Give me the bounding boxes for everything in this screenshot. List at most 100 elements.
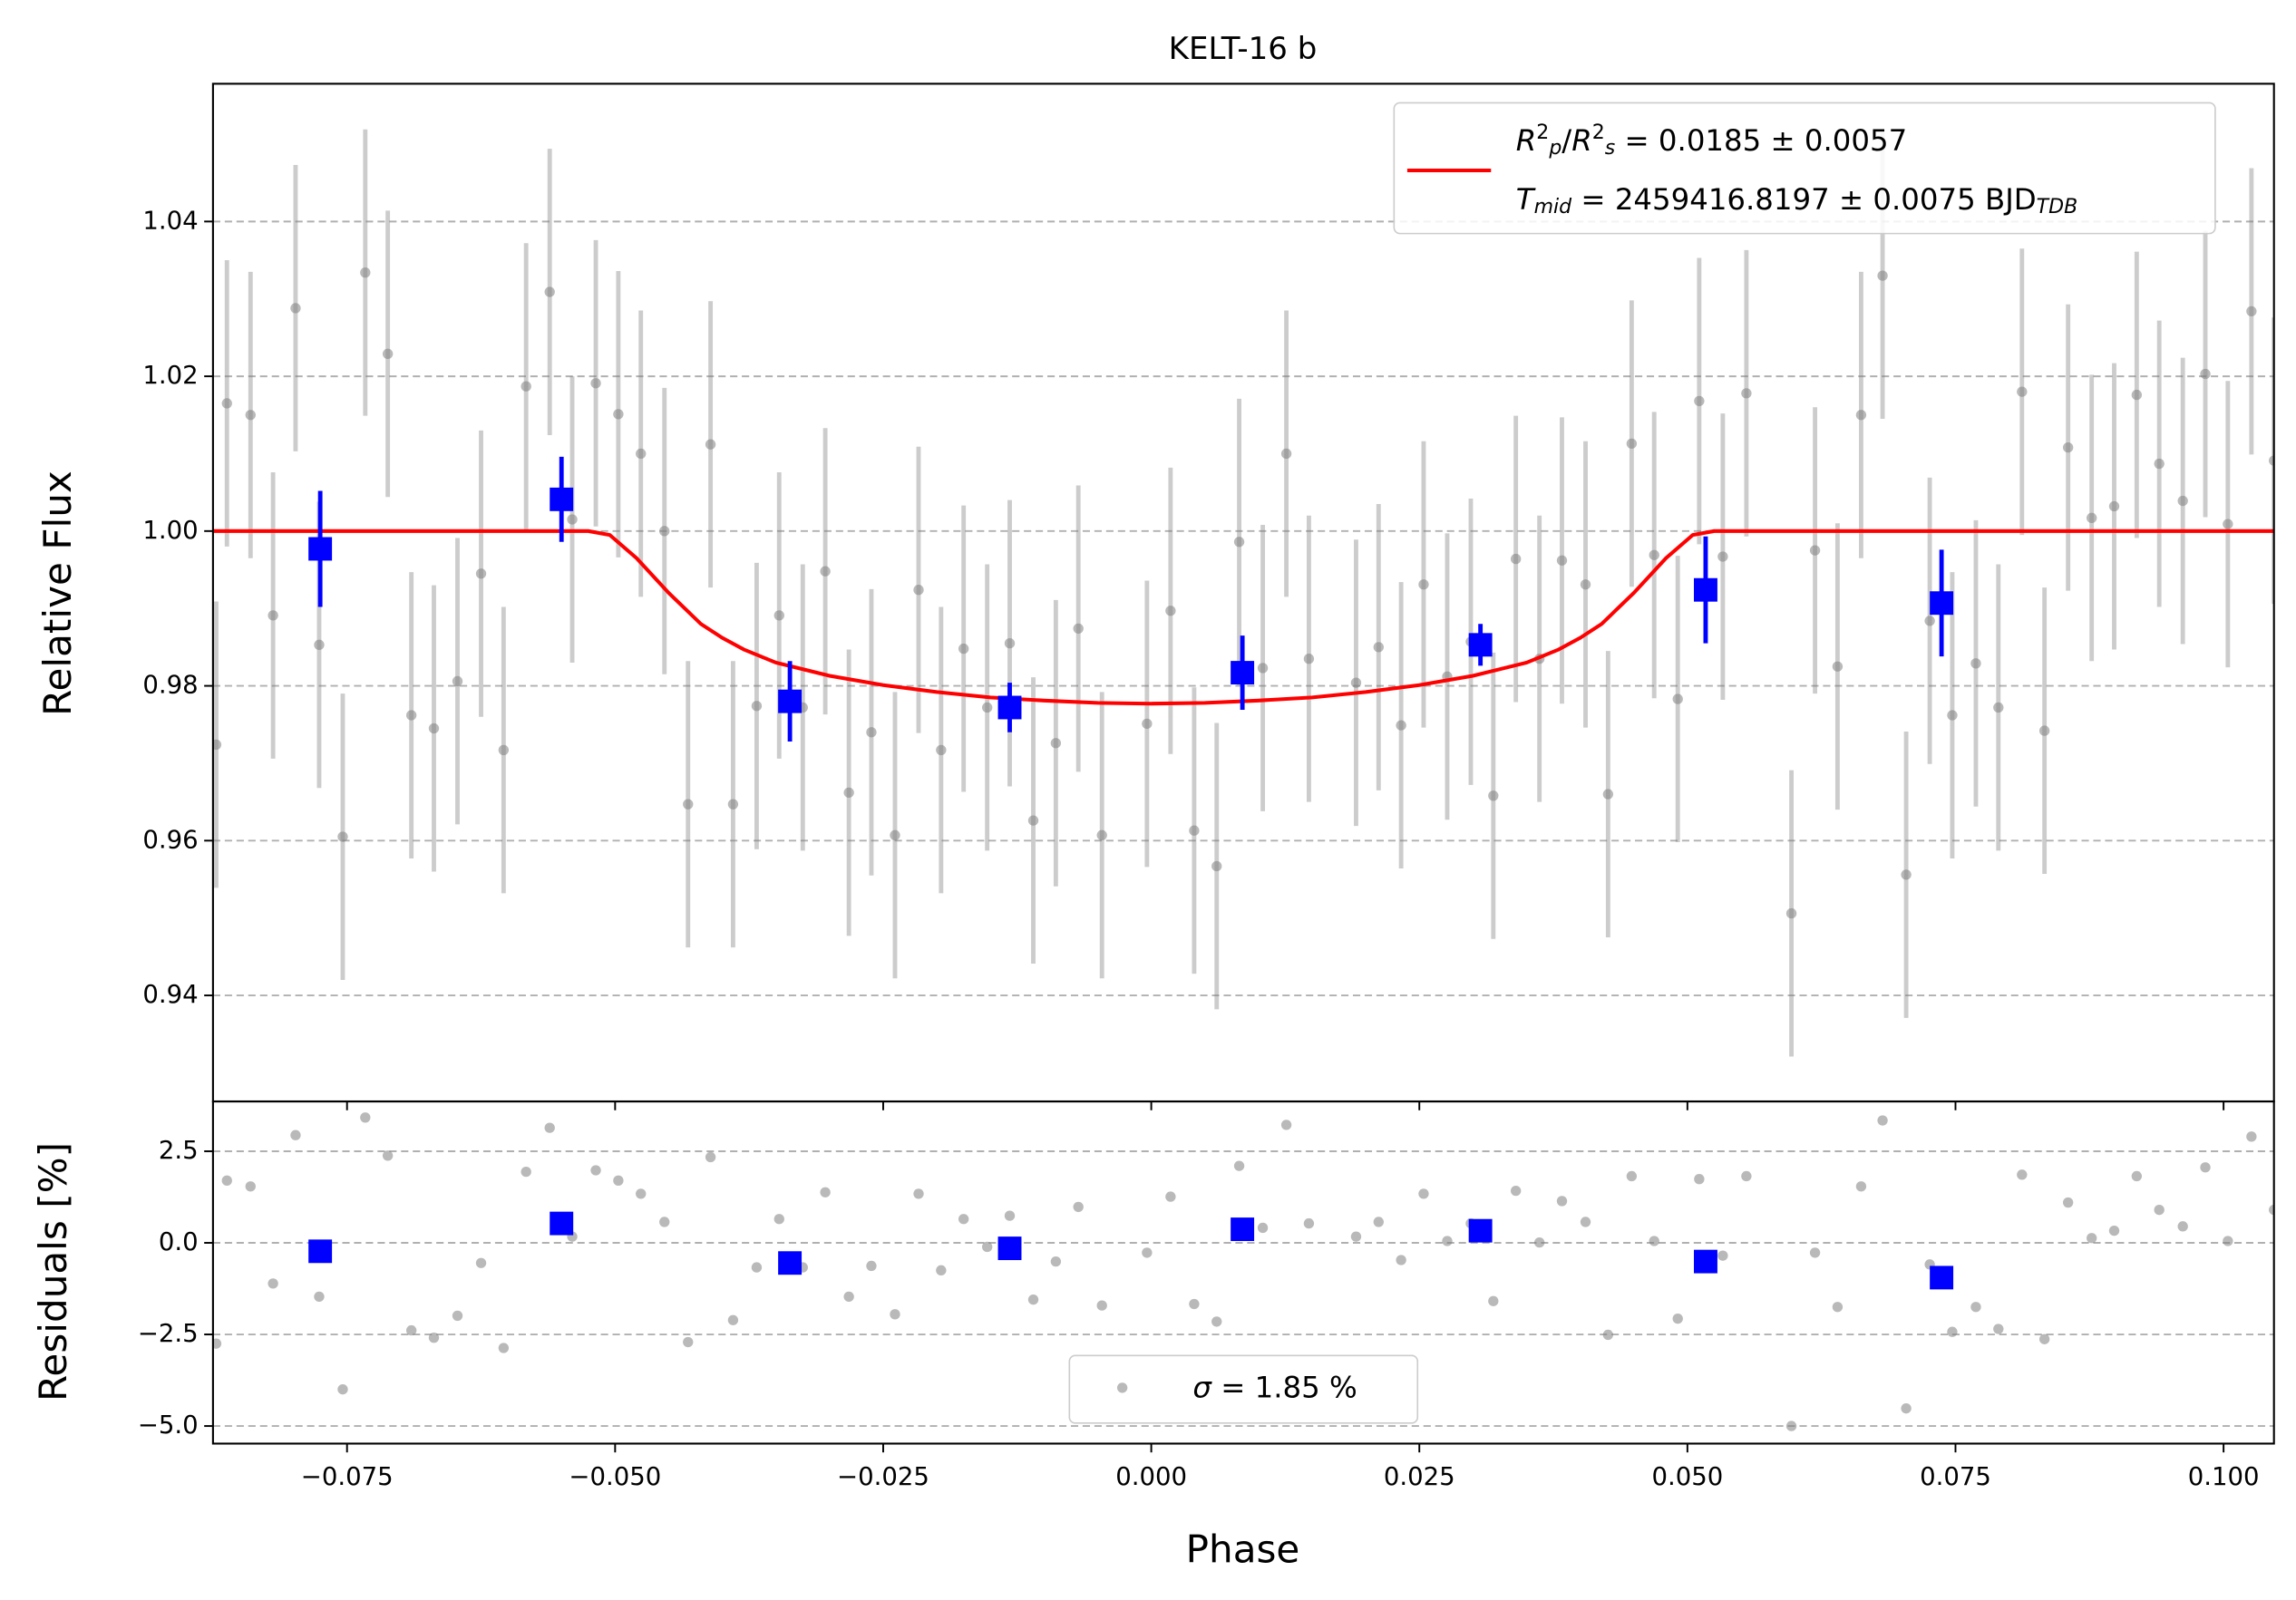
data-point [452,675,463,687]
data-point [1855,1181,1867,1192]
data-point [727,1314,739,1325]
data-point [2177,1221,2188,1232]
plot-area [212,129,2274,1057]
data-point [382,348,394,360]
data-point [1832,1302,1844,1313]
y-tick-label: −2.5 [138,1319,199,1348]
binned-point [1468,1218,1493,1243]
data-point [1649,549,1659,560]
data-point [636,448,647,460]
data-point [1027,1294,1039,1305]
data-point [890,1309,900,1320]
data-point [1050,1256,1062,1267]
data-point [1488,1295,1499,1306]
data-point [1280,448,1292,460]
data-point [1877,270,1888,281]
data-point [1993,702,2004,713]
plot-area [212,1112,2274,1431]
data-point [683,1336,694,1348]
data-point [1073,623,1084,635]
data-point [773,1214,784,1225]
data-point [405,1324,417,1336]
data-point [2062,441,2074,453]
x-tick-label: −0.025 [837,1462,929,1491]
data-point [290,303,301,314]
data-point [636,1188,647,1199]
data-point [820,566,831,577]
data-point [727,799,739,810]
data-point [1809,1247,1821,1258]
data-point [1027,815,1039,826]
data-point [705,1151,716,1163]
data-point [2108,1226,2120,1236]
data-point [1189,1298,1200,1310]
data-point [2177,495,2188,507]
legend-text-part: R [1571,123,1591,158]
y-tick-label: 0.0 [159,1227,199,1256]
data-point [705,439,716,450]
data-point [1418,1188,1429,1199]
binned-point [1694,577,1717,602]
data-point [1418,579,1429,590]
data-point [1442,1236,1453,1246]
data-point [843,787,854,799]
data-point [1004,637,1016,649]
data-point [683,799,694,810]
data-point [1626,438,1638,450]
x-tick-label: 0.000 [1115,1462,1187,1491]
data-point [544,286,555,297]
data-point [1741,388,1752,399]
binned-point [550,487,574,511]
data-point [590,378,601,389]
model-line [212,528,2274,706]
data-point [1924,616,1935,626]
data-point [936,744,947,756]
data-point [1602,1329,1614,1341]
data-point [520,1166,531,1178]
data-point [498,1343,510,1353]
data-point [958,1214,969,1225]
data-point [1165,1191,1176,1202]
legend-text-part: mid [1534,196,1573,218]
chart-title: KELT-16 b [1169,31,1318,67]
data-point [1741,1170,1752,1182]
data-point [360,267,371,278]
data-point [1785,1421,1797,1431]
data-point [843,1291,854,1303]
axes-frame [211,1100,2275,1445]
data-point [1993,1324,2004,1334]
legend-marker [1116,1382,1128,1393]
data-point [245,1181,256,1192]
data-point [2017,386,2028,397]
data-point [1396,720,1406,731]
data-point [1189,825,1200,836]
y-tick-label: 1.04 [142,206,198,235]
data-point [1233,1160,1245,1171]
data-point [268,1278,278,1289]
data-point [2108,500,2120,512]
data-point [890,829,900,841]
data-point [268,610,278,621]
data-point [773,610,784,621]
data-point [1257,1222,1269,1234]
data-point [1649,1236,1659,1246]
binned-point [1930,1265,1954,1290]
data-point [1050,738,1062,749]
data-point [520,381,531,392]
data-point [2017,1169,2028,1180]
x-tick-label: 0.075 [1920,1462,1991,1491]
data-point [1785,907,1797,919]
y-tick-label: 2.5 [159,1136,199,1165]
binned-point [550,1211,574,1236]
legend-text-part: = 1.85 % [1211,1371,1357,1405]
data-point [659,1217,670,1227]
data-point [2131,389,2143,401]
data-point [2038,725,2050,736]
data-point [1877,1115,1888,1126]
data-point [866,727,877,738]
legend-label: Tmid = 2459416.8197 ± 0.0075 BJDTDB [1516,182,2077,218]
data-point [544,1122,555,1133]
legend-box [1393,102,2216,235]
data-point [2062,1197,2074,1208]
data-point [1717,1250,1728,1261]
